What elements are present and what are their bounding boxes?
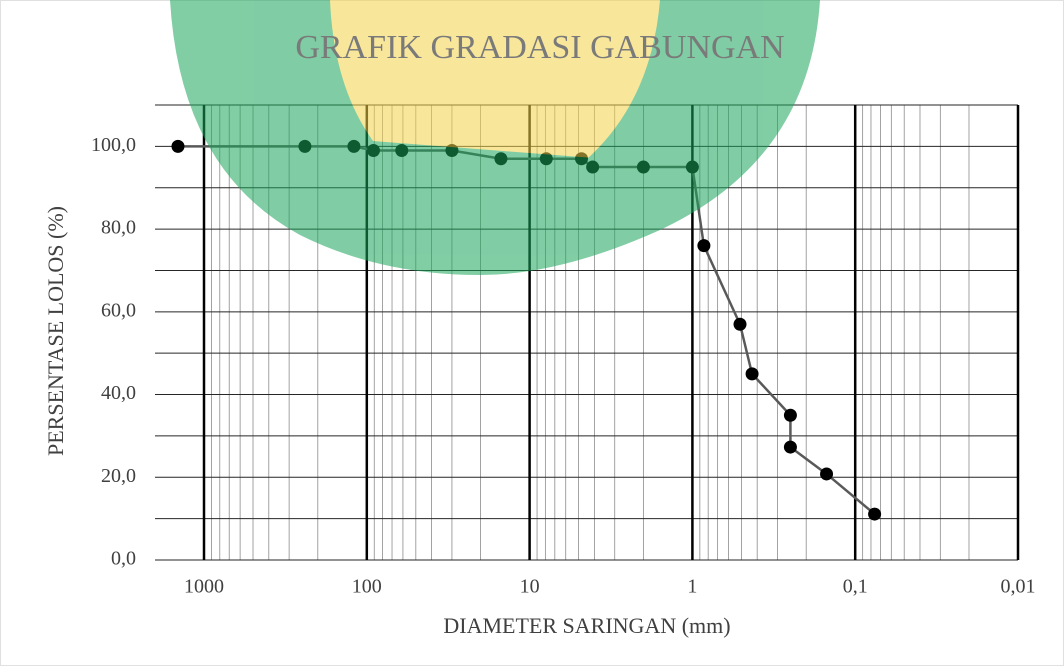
y-tick-label: 20,0	[101, 465, 136, 487]
y-tick-label: 60,0	[101, 299, 136, 321]
x-tick-label: 1000	[184, 576, 224, 598]
x-tick-label: 0,01	[1001, 576, 1036, 598]
data-point	[784, 409, 797, 422]
data-point	[697, 239, 710, 252]
x-tick-label: 0,1	[843, 576, 868, 598]
y-axis-title: PERSENTASE LOLOS (%)	[43, 206, 68, 456]
data-point	[820, 467, 833, 480]
y-tick-label: 80,0	[101, 217, 136, 239]
chart: GRAFIK GRADASI GABUNGAN DIAMETER SARINGA…	[0, 0, 1064, 666]
x-tick-label: 1	[687, 576, 697, 598]
y-tick-label: 100,0	[91, 134, 136, 156]
data-point	[746, 367, 759, 380]
data-point	[171, 140, 184, 153]
data-point	[734, 318, 747, 331]
y-tick-label: 0,0	[111, 548, 136, 570]
x-tick-label: 10	[520, 576, 540, 598]
data-point	[868, 508, 881, 521]
x-axis-title: DIAMETER SARINGAN (mm)	[443, 613, 730, 638]
x-tick-label: 100	[352, 576, 382, 598]
y-tick-label: 40,0	[101, 382, 136, 404]
chart-title: GRAFIK GRADASI GABUNGAN	[295, 29, 784, 66]
data-point	[784, 441, 797, 454]
